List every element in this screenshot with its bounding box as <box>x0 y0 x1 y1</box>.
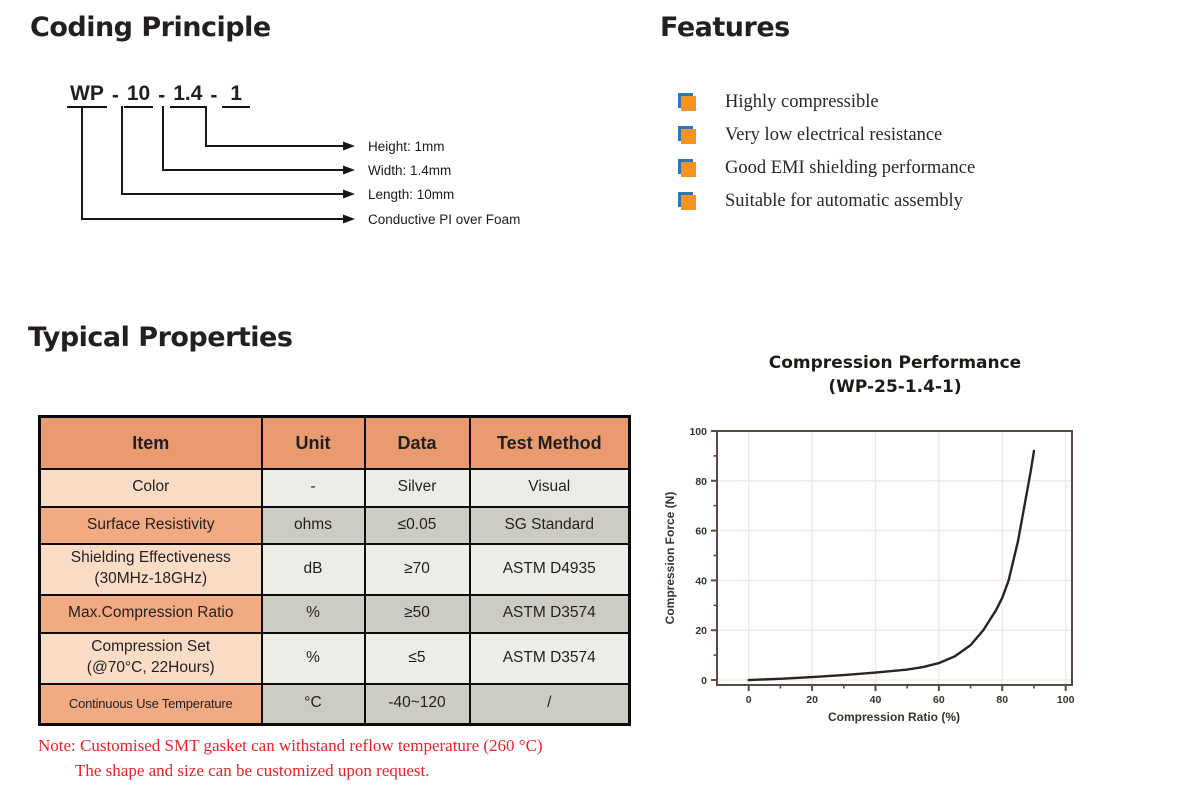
cell-item: Max.Compression Ratio <box>38 593 263 634</box>
code-separator: - <box>111 84 119 107</box>
coding-principle-title: Coding Principle <box>30 12 271 43</box>
branch-label-width: Width: 1.4mm <box>368 163 452 178</box>
cell-data: ≤5 <box>363 631 471 685</box>
y-tick-label: 60 <box>695 526 707 538</box>
cell-data: ≥70 <box>363 542 471 596</box>
feature-item-label: Suitable for automatic assembly <box>725 191 963 211</box>
cell-item: Surface Resistivity <box>38 505 263 545</box>
feature-item-label: Highly compressible <box>725 92 879 112</box>
cell-item: Continuous Use Temperature <box>38 682 263 726</box>
chart-title-block: Compression Performance (WP-25-1.4-1) <box>660 352 1130 400</box>
compression-curve <box>747 449 1036 682</box>
table-row: Continuous Use Temperature °C -40~120 / <box>38 682 631 726</box>
cell-item: Compression Set (@70°C, 22Hours) <box>38 631 263 685</box>
cell-unit: - <box>260 467 366 508</box>
branch-label-height: Height: 1mm <box>368 139 445 154</box>
feature-item: Very low electrical resistance <box>678 125 1098 158</box>
compression-chart: Compression Ratio (%) Compression Force … <box>663 426 1075 724</box>
feature-item: Highly compressible <box>678 92 1098 125</box>
table-row: Shielding Effectiveness (30MHz-18GHz) dB… <box>38 542 631 596</box>
cell-method: ASTM D3574 <box>468 631 631 685</box>
table-row: Surface Resistivity ohms ≤0.05 SG Standa… <box>38 505 631 545</box>
code-segment-length: 10 <box>123 82 154 108</box>
code-separator: - <box>210 84 218 107</box>
header-item: Item <box>38 415 263 470</box>
code-segment-width: 1.4 <box>170 82 206 108</box>
plot-frame <box>716 430 1073 686</box>
typical-properties-title: Typical Properties <box>28 322 293 353</box>
header-unit: Unit <box>260 415 366 470</box>
cell-unit: °C <box>260 682 366 726</box>
cell-method: ASTM D3574 <box>468 593 631 634</box>
y-tick-label: 20 <box>695 625 707 637</box>
x-tick-label: 20 <box>806 694 818 706</box>
cell-data: -40~120 <box>363 682 471 726</box>
y-tick-label: 100 <box>689 426 707 438</box>
header-data: Data <box>363 415 471 470</box>
properties-table: Item Unit Data Test Method Color - Silve… <box>38 415 631 726</box>
x-tick-label: 60 <box>933 694 945 706</box>
product-code: WP - 10 - 1.4 - 1 <box>67 82 251 108</box>
square-bullet-icon <box>678 159 697 178</box>
cell-data: ≤0.05 <box>363 505 471 545</box>
cell-unit: ohms <box>260 505 366 545</box>
y-axis-label: Compression Force (N) <box>663 492 677 625</box>
cell-unit: % <box>260 593 366 634</box>
coding-diagram <box>81 106 355 224</box>
chart-subtitle: (WP-25-1.4-1) <box>828 376 962 397</box>
table-row: Max.Compression Ratio % ≥50 ASTM D3574 <box>38 593 631 634</box>
chart-title: Compression Performance <box>768 353 1022 373</box>
features-title: Features <box>660 12 790 43</box>
y-tick-label: 80 <box>695 476 707 488</box>
x-tick-label: 80 <box>996 694 1008 706</box>
square-bullet-icon <box>678 192 697 211</box>
cell-unit: dB <box>260 542 366 596</box>
x-tick-label: 0 <box>746 694 752 706</box>
x-tick-label: 40 <box>870 694 882 706</box>
square-bullet-icon <box>678 126 697 145</box>
table-row: Color - Silver Visual <box>38 467 631 508</box>
header-method: Test Method <box>468 415 631 470</box>
square-bullet-icon <box>678 93 697 112</box>
table-header-row: Item Unit Data Test Method <box>38 415 631 470</box>
x-tick-label: 100 <box>1057 694 1075 706</box>
cell-item: Color <box>38 467 263 508</box>
features-list: Highly compressible Very low electrical … <box>678 92 1098 224</box>
x-axis-label: Compression Ratio (%) <box>828 710 960 724</box>
cell-unit: % <box>260 631 366 685</box>
cell-data: ≥50 <box>363 593 471 634</box>
code-separator: - <box>158 84 166 107</box>
branch-label-length: Length: 10mm <box>368 187 455 202</box>
cell-method: ASTM D4935 <box>468 542 631 596</box>
note-line-1: Note: Customised SMT gasket can withstan… <box>38 736 543 755</box>
cell-method: SG Standard <box>468 505 631 545</box>
feature-item-label: Very low electrical resistance <box>725 125 943 145</box>
note-line-2: The shape and size can be customized upo… <box>75 761 430 780</box>
table-row: Compression Set (@70°C, 22Hours) % ≤5 AS… <box>38 631 631 685</box>
code-segment-height: 1 <box>222 82 251 108</box>
cell-method: / <box>468 682 631 726</box>
feature-item-label: Good EMI shielding performance <box>725 158 976 178</box>
branch-label-material: Conductive PI over Foam <box>368 212 521 227</box>
cell-data: Silver <box>363 467 471 508</box>
y-tick-label: 0 <box>701 675 707 687</box>
cell-method: Visual <box>468 467 631 508</box>
feature-item: Good EMI shielding performance <box>678 158 1098 191</box>
feature-item: Suitable for automatic assembly <box>678 191 1098 224</box>
code-segment-series: WP <box>67 82 107 108</box>
cell-item: Shielding Effectiveness (30MHz-18GHz) <box>38 542 263 596</box>
y-tick-label: 40 <box>695 575 707 587</box>
